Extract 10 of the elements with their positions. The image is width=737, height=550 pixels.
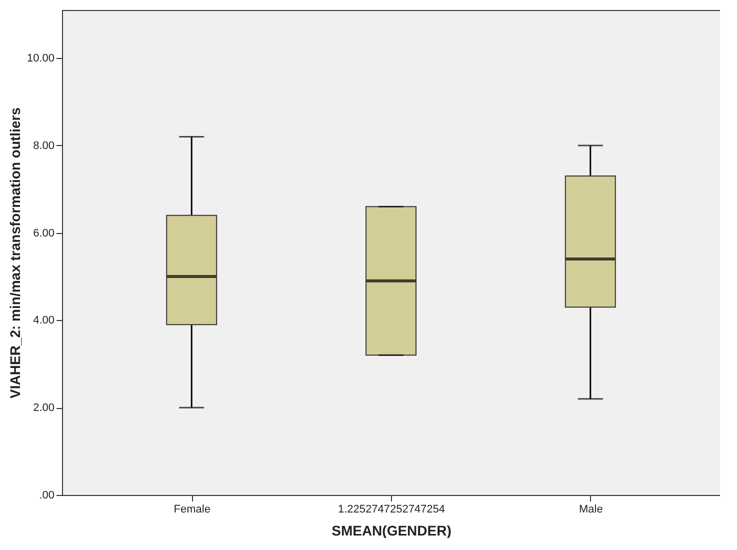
- y-tick-label: 2.00: [33, 402, 54, 414]
- y-tick-label: .00: [39, 490, 54, 502]
- y-tick-label: 8.00: [33, 140, 54, 152]
- y-axis-title: VIAHER_2: min/max transformation outliers: [6, 107, 23, 398]
- x-tick-label: Female: [174, 504, 210, 516]
- y-tick-label: 4.00: [33, 314, 54, 327]
- x-tick-label: Male: [578, 504, 603, 516]
- y-tick-label: 6.00: [33, 227, 54, 240]
- x-tick-label: 1.2252747252747254: [338, 504, 446, 516]
- y-tick-label: 10.00: [26, 52, 54, 65]
